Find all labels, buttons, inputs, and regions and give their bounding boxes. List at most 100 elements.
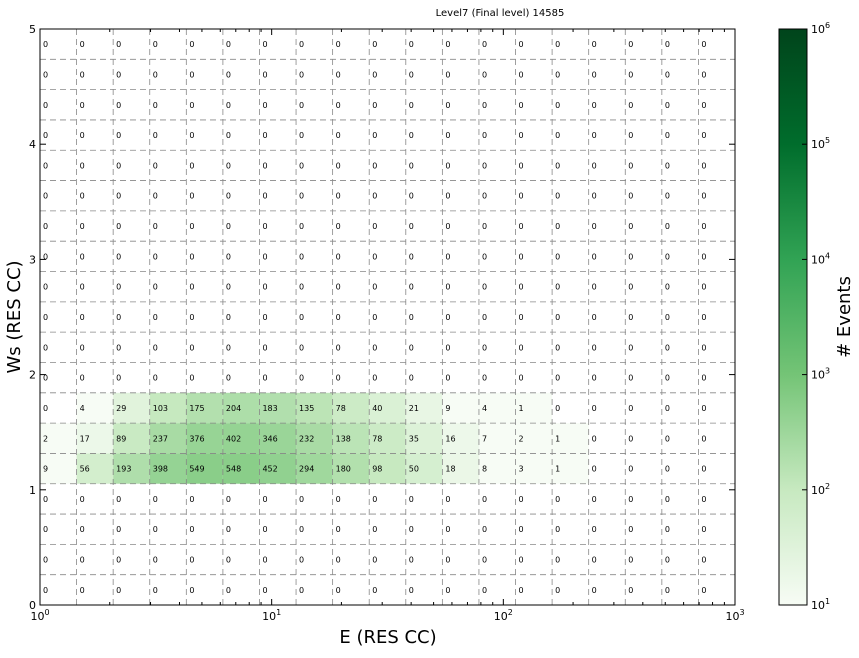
- cell-count-label: 0: [299, 495, 304, 504]
- cell-count-label: 0: [336, 70, 341, 79]
- cell-count-label: 0: [409, 161, 414, 170]
- cell-count-label: 0: [372, 525, 377, 534]
- cell-count-label: 0: [555, 70, 560, 79]
- cell-count-label: 16: [445, 434, 455, 443]
- cell-count-label: 0: [80, 556, 85, 565]
- cell-count-label: 0: [262, 586, 267, 595]
- cell-count-label: 0: [262, 374, 267, 383]
- cell-count-label: 0: [628, 283, 633, 292]
- cell-count-label: 0: [116, 495, 121, 504]
- cell-count-label: 0: [226, 283, 231, 292]
- cell-count-label: 0: [336, 586, 341, 595]
- cell-count-label: 376: [189, 434, 204, 443]
- cell-count-label: 0: [80, 525, 85, 534]
- cell-count-label: 0: [665, 343, 670, 352]
- cell-count-label: 0: [555, 252, 560, 261]
- cell-count-label: 0: [445, 40, 450, 49]
- cell-count-label: 0: [701, 252, 706, 261]
- cell-count-label: 0: [701, 465, 706, 474]
- cell-count-label: 0: [80, 40, 85, 49]
- cell-count-label: 0: [262, 131, 267, 140]
- cell-count-label: 0: [409, 374, 414, 383]
- heatmap-cell: [332, 392, 370, 424]
- cell-count-label: 0: [299, 70, 304, 79]
- cell-count-label: 0: [519, 283, 524, 292]
- cell-count-label: 0: [701, 222, 706, 231]
- cell-count-label: 0: [628, 495, 633, 504]
- cell-count-label: 0: [226, 374, 231, 383]
- cell-count-label: 232: [299, 434, 314, 443]
- cell-count-label: 0: [189, 40, 194, 49]
- cell-count-label: 549: [189, 465, 204, 474]
- heatmap-cell: [405, 392, 443, 424]
- cell-count-label: 0: [665, 434, 670, 443]
- cell-count-label: 0: [482, 586, 487, 595]
- colorbar-tick-label: 102: [811, 482, 830, 497]
- colorbar-tick-label: 101: [811, 597, 830, 612]
- cell-count-label: 0: [445, 101, 450, 110]
- cell-count-label: 0: [665, 192, 670, 201]
- heatmap-cell: [259, 423, 297, 454]
- cell-count-label: 0: [189, 495, 194, 504]
- cell-count-label: 0: [189, 192, 194, 201]
- cell-count-label: 0: [299, 40, 304, 49]
- cell-count-label: 78: [336, 404, 346, 413]
- cell-count-label: 0: [372, 556, 377, 565]
- cell-count-label: 0: [592, 586, 597, 595]
- cell-count-label: 0: [701, 586, 706, 595]
- cell-count-label: 0: [153, 495, 158, 504]
- cell-count-label: 0: [43, 374, 48, 383]
- cell-count-label: 0: [445, 313, 450, 322]
- y-tick-label: 5: [29, 23, 36, 36]
- heatmap-cell: [405, 423, 443, 454]
- cell-count-label: 0: [409, 343, 414, 352]
- cell-count-label: 0: [409, 495, 414, 504]
- cell-count-label: 0: [519, 131, 524, 140]
- y-tick-label: 4: [29, 138, 36, 151]
- cell-count-label: 0: [80, 131, 85, 140]
- cell-count-label: 0: [445, 283, 450, 292]
- cell-count-label: 0: [153, 252, 158, 261]
- cell-count-label: 0: [482, 40, 487, 49]
- cell-count-label: 0: [701, 495, 706, 504]
- cell-count-label: 0: [262, 283, 267, 292]
- cell-count-label: 0: [482, 313, 487, 322]
- cell-count-label: 0: [592, 222, 597, 231]
- heatmap-cell: [222, 392, 260, 424]
- cell-count-label: 0: [226, 343, 231, 352]
- cell-count-label: 0: [519, 343, 524, 352]
- cell-count-label: 0: [555, 556, 560, 565]
- cell-count-label: 183: [262, 404, 277, 413]
- cell-count-label: 0: [701, 283, 706, 292]
- cell-count-label: 0: [80, 374, 85, 383]
- cell-count-label: 0: [628, 374, 633, 383]
- cell-count-label: 0: [519, 313, 524, 322]
- cell-count-label: 50: [409, 465, 419, 474]
- cell-count-label: 0: [116, 283, 121, 292]
- heatmap-cell: [369, 423, 406, 454]
- heatmap-cell: [369, 392, 406, 424]
- cell-count-label: 0: [116, 131, 121, 140]
- y-tick-label: 2: [29, 369, 36, 382]
- cell-count-label: 1: [555, 434, 560, 443]
- cell-count-label: 78: [372, 434, 382, 443]
- cell-count-label: 2: [43, 434, 48, 443]
- cell-count-label: 0: [116, 556, 121, 565]
- cell-count-label: 0: [336, 374, 341, 383]
- cell-count-label: 0: [701, 374, 706, 383]
- cell-count-label: 0: [519, 40, 524, 49]
- cell-count-label: 0: [445, 586, 450, 595]
- cell-count-label: 0: [665, 374, 670, 383]
- x-axis-label: E (RES CC): [339, 627, 436, 648]
- cell-count-label: 0: [189, 252, 194, 261]
- cell-count-label: 0: [592, 313, 597, 322]
- cell-count-label: 2: [519, 434, 524, 443]
- cell-count-label: 0: [299, 192, 304, 201]
- colorbar-tick-label: 106: [811, 21, 830, 36]
- cell-count-label: 0: [116, 40, 121, 49]
- cell-count-label: 0: [665, 101, 670, 110]
- cell-count-label: 0: [701, 40, 706, 49]
- cell-count-label: 0: [43, 222, 48, 231]
- cell-count-label: 0: [482, 192, 487, 201]
- cell-count-label: 0: [299, 343, 304, 352]
